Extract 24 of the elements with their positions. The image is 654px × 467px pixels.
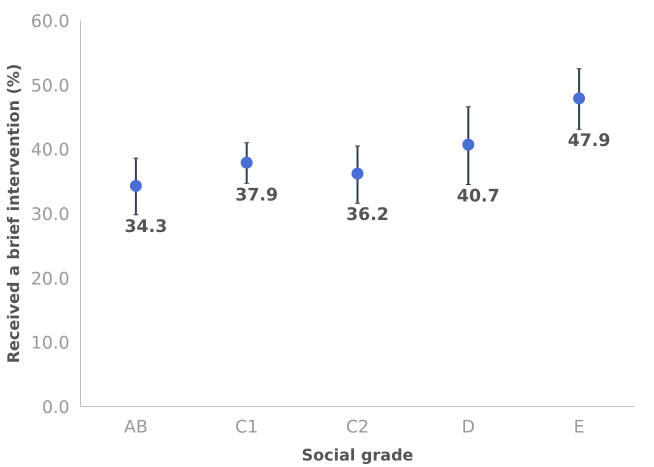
y-axis-title: Received a brief intervention (%): [4, 64, 23, 364]
y-tick-label: 20.0: [30, 269, 70, 290]
x-tick-label: C2: [346, 418, 370, 438]
data-label: 37.9: [235, 185, 278, 206]
point: [573, 92, 586, 104]
point: [240, 156, 253, 169]
point: [462, 138, 474, 151]
y-tick-label: 50.0: [30, 76, 70, 96]
y-tick-label: 0.0: [42, 398, 70, 418]
data-label: 47.9: [568, 131, 610, 152]
x-tick-label: E: [574, 418, 585, 438]
x-tick-label: D: [462, 418, 475, 438]
y-tick-label: 60.0: [30, 12, 70, 32]
data-label: 36.2: [346, 205, 389, 226]
data-label: 40.7: [456, 186, 500, 207]
point: [352, 168, 364, 180]
x-axis-title: Social grade: [302, 446, 414, 464]
x-tick-label: C1: [235, 418, 258, 438]
y-tick-label: 10.0: [30, 334, 70, 354]
y-tick-label: 40.0: [30, 140, 70, 161]
data-label: 34.3: [124, 216, 168, 237]
x-tick-label: AB: [124, 418, 148, 438]
point: [130, 180, 142, 192]
y-tick-label: 30.0: [30, 205, 70, 225]
